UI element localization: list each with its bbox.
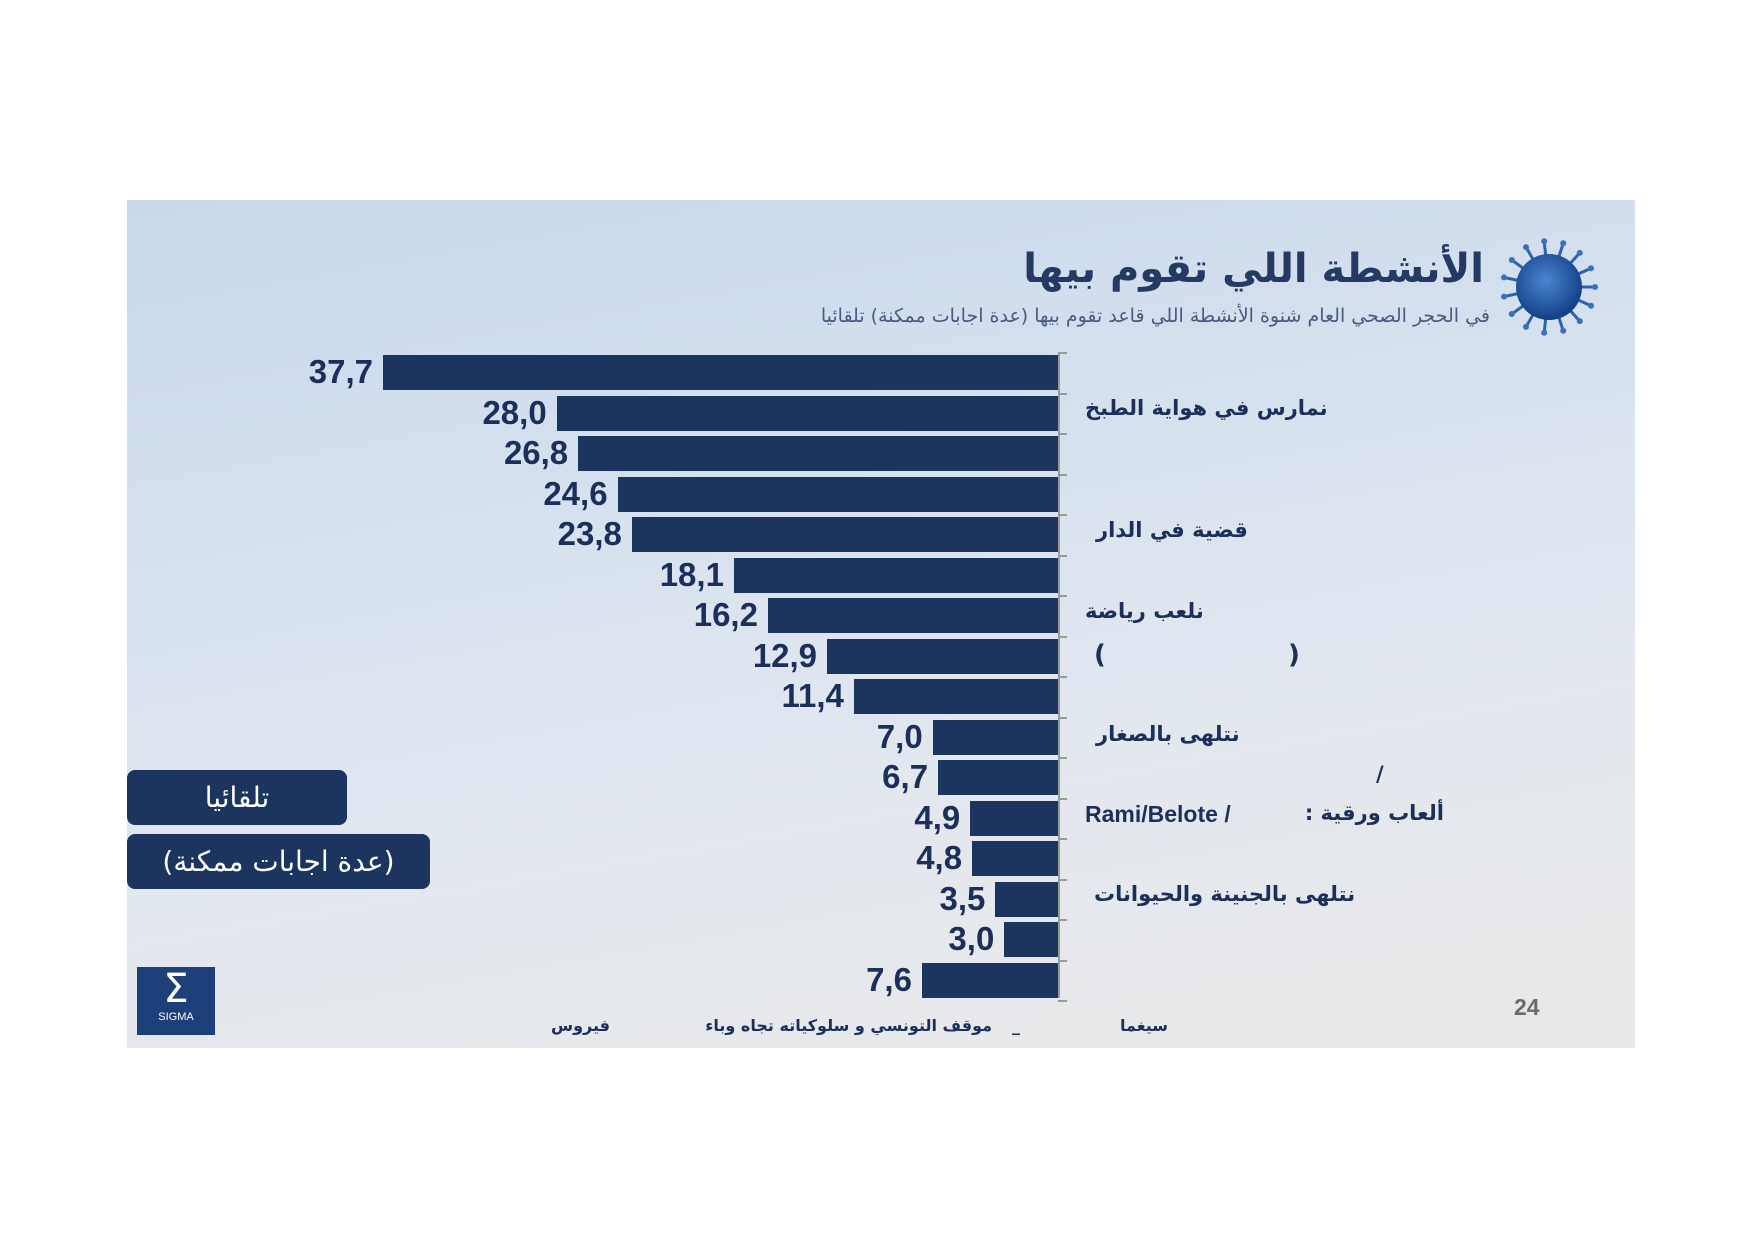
axis-tick <box>1058 473 1067 476</box>
value-label: 3,5 <box>939 879 986 917</box>
axis-tick <box>1058 878 1067 881</box>
axis-tick <box>1058 433 1067 435</box>
axis-tick <box>1058 797 1067 800</box>
bar <box>938 760 1058 795</box>
label-cards-arabic: ألعاب ورقية : <box>1304 801 1444 825</box>
label-paren-open: ( <box>1094 640 1106 670</box>
bar <box>853 679 1058 714</box>
value-label: 16,2 <box>693 596 758 633</box>
value-label: 7,6 <box>866 960 912 998</box>
axis-tick <box>1058 919 1067 921</box>
badge-multiple-answers: (عدة اجابات ممكنة) <box>127 834 430 889</box>
value-label: 7,0 <box>876 717 923 755</box>
value-label: 3,0 <box>948 920 995 957</box>
axis-tick <box>1058 392 1067 395</box>
sigma-logo: Σ SIGMA <box>137 967 215 1035</box>
value-label: 18,1 <box>659 555 724 593</box>
value-label: 12,9 <box>752 636 818 674</box>
label-cards-latin: Rami/Belote / <box>1085 801 1231 827</box>
bar <box>556 395 1058 431</box>
value-label: 4,8 <box>916 839 963 876</box>
axis-tick <box>1058 959 1067 962</box>
bar <box>733 557 1058 593</box>
bar <box>972 841 1058 876</box>
value-label: 4,9 <box>914 798 961 836</box>
footer-study: موقف التونسي و سلوكياته تجاه وباء <box>705 1016 992 1035</box>
bar <box>631 517 1058 552</box>
page-title: الأنشطة اللي تقوم بيها <box>1023 246 1484 292</box>
label-kids: نتلهى بالصغار <box>1096 722 1240 746</box>
label-slash: / <box>1376 762 1384 786</box>
axis-tick <box>1058 514 1067 516</box>
bar <box>921 962 1058 998</box>
bar <box>617 476 1058 512</box>
bar <box>1004 922 1058 957</box>
label-cooking: نمارس في هواية الطبخ <box>1085 396 1328 420</box>
axis-tick <box>1058 554 1067 557</box>
axis-tick <box>1058 635 1067 638</box>
value-label: 23,8 <box>557 515 622 552</box>
footer-brand: سيغما <box>1119 1016 1168 1035</box>
page-number: 24 <box>1514 994 1540 1020</box>
badge-spontaneous: تلقائيا <box>127 770 347 825</box>
axis-tick <box>1058 352 1067 354</box>
label-house: قضية في الدار <box>1096 518 1248 542</box>
bar <box>767 598 1058 633</box>
bar <box>383 355 1058 390</box>
axis-tick <box>1058 838 1067 840</box>
axis-tick <box>1058 1000 1067 1002</box>
page-subtitle: في الحجر الصحي العام شنوة الأنشطة اللي ق… <box>820 305 1490 327</box>
label-garden: نتلهى بالجنينة والحيوانات <box>1094 882 1356 906</box>
axis-tick <box>1058 716 1067 719</box>
footer-dash: _ <box>1012 1016 1020 1035</box>
value-label: 6,7 <box>882 758 929 795</box>
axis-tick <box>1058 757 1067 759</box>
bar <box>995 881 1058 917</box>
axis-tick <box>1058 676 1067 678</box>
value-label: 28,0 <box>482 393 547 431</box>
value-label: 37,7 <box>308 353 373 390</box>
value-label: 11,4 <box>781 677 844 714</box>
bar <box>932 719 1058 755</box>
axis-tick <box>1058 595 1067 597</box>
bar <box>578 436 1058 471</box>
bar <box>827 638 1058 674</box>
value-label: 26,8 <box>503 434 569 471</box>
label-paren-close: ) <box>1288 640 1300 670</box>
value-label: 24,6 <box>543 474 608 512</box>
bar <box>970 800 1058 836</box>
label-sport: نلعب رياضة <box>1085 599 1204 623</box>
axis-line <box>1058 352 1060 998</box>
virus-icon <box>1501 238 1598 336</box>
footer-virus: فيروس <box>551 1016 610 1035</box>
